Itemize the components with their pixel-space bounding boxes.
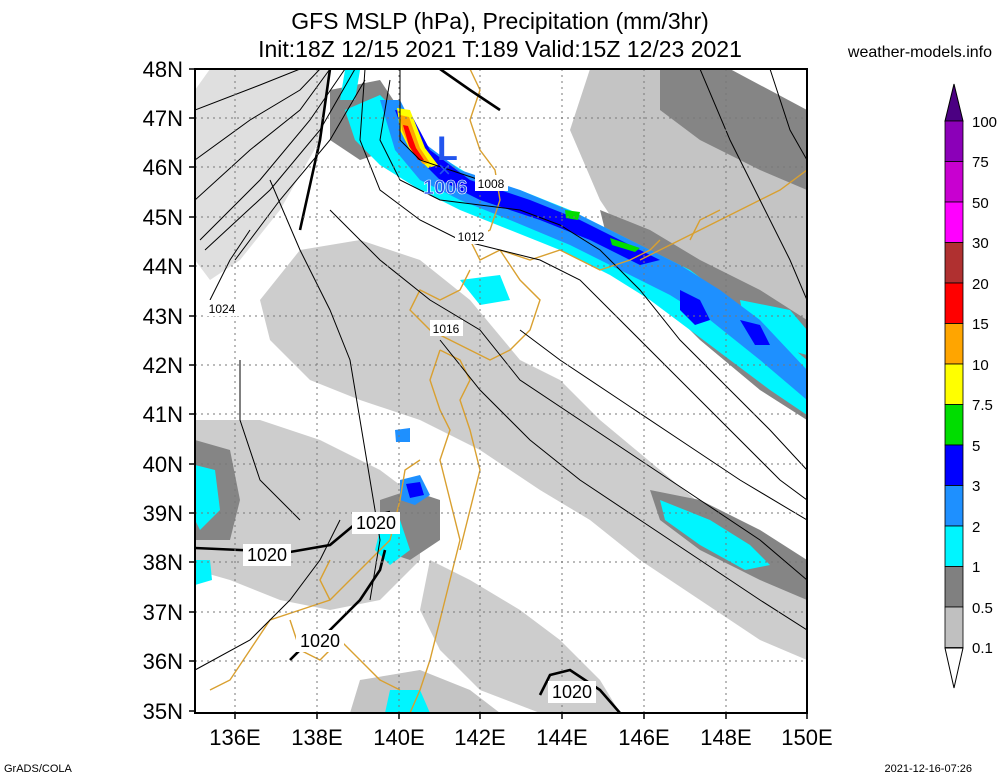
colorbar-label: 20 <box>972 276 989 293</box>
lat-label: 46N <box>143 155 183 180</box>
latitude-labels: 48N 47N 46N 45N 44N 43N 42N 41N 40N 39N … <box>143 57 183 724</box>
isobar-label-1020: 1020 <box>300 631 340 651</box>
isobar-label-1016: 1016 <box>433 322 460 336</box>
colorbar-label: 7.5 <box>972 397 993 414</box>
low-marker-icon: × <box>438 157 451 182</box>
lat-label: 43N <box>143 304 183 329</box>
colorbar-label: 10 <box>972 357 989 374</box>
colorbar-swatch <box>944 120 964 162</box>
isobar-label-1012: 1012 <box>458 230 485 244</box>
lon-label: 148E <box>700 725 751 750</box>
colorbar-labels: 100 75 50 30 20 15 10 7.5 5 3 2 1 0.5 0.… <box>972 114 997 657</box>
colorbar-top-arrow <box>944 83 964 122</box>
lat-label: 42N <box>143 353 183 378</box>
coastlines <box>209 69 807 713</box>
colorbar-swatch <box>944 282 964 324</box>
colorbar-swatch <box>944 201 964 243</box>
lat-label: 36N <box>143 649 183 674</box>
colorbar-label: 2 <box>972 519 980 536</box>
low-pressure-center: L × 1006 <box>423 130 468 199</box>
isobar-label-1008: 1008 <box>478 177 505 191</box>
isobar-label-1020: 1020 <box>356 513 396 533</box>
lat-label: 47N <box>143 106 183 131</box>
colorbar-label: 15 <box>972 316 989 333</box>
isobar-label-1020: 1020 <box>247 545 287 565</box>
colorbar-label: 50 <box>972 195 989 212</box>
chart-subtitle: Init:18Z 12/15 2021 T:189 Valid:15Z 12/2… <box>258 36 742 62</box>
lon-label: 142E <box>454 725 505 750</box>
lon-label: 150E <box>781 725 832 750</box>
precip-colorbar: 100 75 50 30 20 15 10 7.5 5 3 2 1 0.5 0.… <box>944 83 997 689</box>
colorbar-label: 5 <box>972 438 980 455</box>
colorbar-swatch <box>944 323 964 365</box>
map-content <box>195 69 807 713</box>
colorbar-label: 0.1 <box>972 640 993 657</box>
colorbar-swatch <box>944 606 964 648</box>
colorbar-swatch <box>944 404 964 446</box>
lat-label: 39N <box>143 501 183 526</box>
map-frame <box>194 68 808 714</box>
lon-label: 146E <box>618 725 669 750</box>
render-timestamp: 2021-12-16-07:26 <box>884 763 972 775</box>
lon-label: 138E <box>291 725 342 750</box>
low-symbol: L <box>437 130 458 168</box>
lat-label: 41N <box>143 402 183 427</box>
site-credit: weather-models.info <box>847 44 992 61</box>
colorbar-label: 30 <box>972 235 989 252</box>
axis-ticks <box>189 68 808 719</box>
precip-5-layer <box>565 210 640 252</box>
lat-label: 37N <box>143 600 183 625</box>
lon-label: 136E <box>209 725 260 750</box>
colorbar-label: 1 <box>972 559 980 576</box>
colorbar-bottom-arrow <box>944 647 964 689</box>
longitude-labels: 136E 138E 140E 142E 144E 146E 148E 150E <box>209 725 832 750</box>
chart-title: GFS MSLP (hPa), Precipitation (mm/3hr) <box>291 8 709 34</box>
colorbar-label: 75 <box>972 154 989 171</box>
colorbar-swatch <box>944 566 964 608</box>
lon-label: 144E <box>536 725 587 750</box>
software-credit: GrADS/COLA <box>4 763 72 775</box>
lat-lon-grid <box>195 69 807 713</box>
lon-label: 140E <box>373 725 424 750</box>
colorbar-swatch <box>944 485 964 527</box>
colorbar-label: 100 <box>972 114 997 131</box>
lat-label: 35N <box>143 699 183 724</box>
colorbar-swatch <box>944 363 964 405</box>
colorbar-label: 3 <box>972 478 980 495</box>
lat-label: 40N <box>143 452 183 477</box>
colorbar-label: 0.5 <box>972 600 993 617</box>
precip-15-layer <box>403 125 424 160</box>
colorbar-swatch <box>944 242 964 284</box>
isobar-label-1024: 1024 <box>209 302 236 316</box>
colorbar-swatch <box>944 444 964 486</box>
lat-label: 48N <box>143 57 183 82</box>
isobar-labels: 1008 1012 1016 1024 1020 1020 1020 1020 <box>206 175 596 703</box>
lat-label: 38N <box>143 550 183 575</box>
colorbar-swatch <box>944 161 964 203</box>
lat-label: 45N <box>143 205 183 230</box>
colorbar-swatch <box>944 525 964 567</box>
low-pressure-value: 1006 <box>423 177 468 199</box>
lat-label: 44N <box>143 254 183 279</box>
isobar-label-1020: 1020 <box>552 682 592 702</box>
